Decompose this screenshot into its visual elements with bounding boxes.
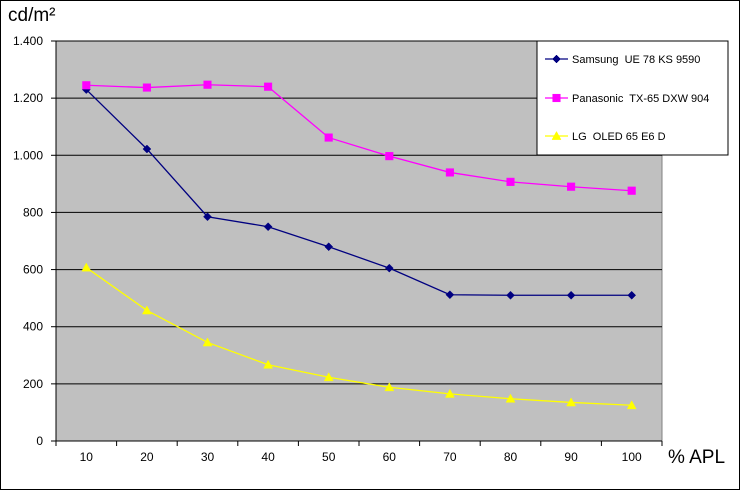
series-lines [85,84,632,406]
series-3-point [384,382,395,392]
legend-box [536,40,729,156]
series-3-point [626,400,637,410]
series-line-1 [85,89,632,296]
y-tick-label: 800 [23,205,43,219]
series-2-point [82,81,91,90]
y-tick-labels: 0 200 400 600 800 1.000 1.200 1.400 [13,34,43,448]
series-1-point [142,144,152,154]
series-1-point [263,222,273,232]
series-2-point [142,83,151,92]
series-3-point [444,388,455,398]
y-tick-label: 1.200 [13,91,43,105]
axes [55,41,663,446]
x-tick-label: 20 [140,450,154,464]
series-1-point [566,290,576,300]
gridlines [51,40,662,442]
legend: Samsung UE 78 KS 9590 Panasonic TX-65 DXW… [536,40,729,156]
series-3-point [263,359,274,369]
legend-label-2: Panasonic TX-65 DXW 904 [572,93,709,105]
x-tick-label: 90 [564,450,578,464]
series-line-2 [86,84,632,192]
legend-label-1: Samsung UE 78 KS 9590 [572,54,700,66]
x-tick-labels: 10 20 30 40 50 60 70 80 90 100 [80,450,642,464]
series-markers [81,80,637,410]
series-2-point [264,82,273,91]
x-tick-label: 60 [383,450,397,464]
y-tick-label: 1.000 [13,148,43,162]
x-tick-label: 70 [443,450,457,464]
x-tick-label: 10 [80,450,94,464]
legend-label-3: LG OLED 65 E6 D [572,131,666,143]
series-1-point [506,290,515,300]
y-tick-label: 400 [23,320,43,334]
x-tick-label: 100 [622,450,642,464]
series-3-point [202,337,213,347]
series-2-point [324,133,333,142]
series-2-point [627,186,636,195]
x-tick-label: 80 [504,450,518,464]
series-1-point [445,290,455,300]
series-1-point [384,263,394,273]
x-axis-title: % APL [668,447,725,468]
series-3-point [141,305,152,315]
x-tick-label: 50 [322,450,336,464]
y-tick-label: 0 [36,434,43,448]
series-3-point [323,372,334,382]
legend-marker-2 [552,93,561,103]
y-axis-title: cd/m² [8,5,56,26]
series-2-point [567,182,576,191]
series-1-point [324,242,334,252]
y-tick-label: 200 [23,377,43,391]
series-3-point [566,397,577,407]
x-tick-label: 30 [201,450,215,464]
series-3-point [505,393,516,403]
series-2-point [385,152,394,161]
series-1-point [203,212,212,222]
y-tick-label: 1.400 [13,34,43,48]
series-2-point [506,177,515,186]
y-tick-label: 600 [23,263,43,277]
x-tick-label: 40 [261,450,275,464]
legend-marker-1 [552,54,561,64]
series-line-3 [85,267,632,406]
series-1-point [627,290,637,300]
series-2-point [445,168,454,177]
legend-marker-3 [551,130,562,140]
series-3-point [81,262,92,272]
series-2-point [203,80,212,89]
